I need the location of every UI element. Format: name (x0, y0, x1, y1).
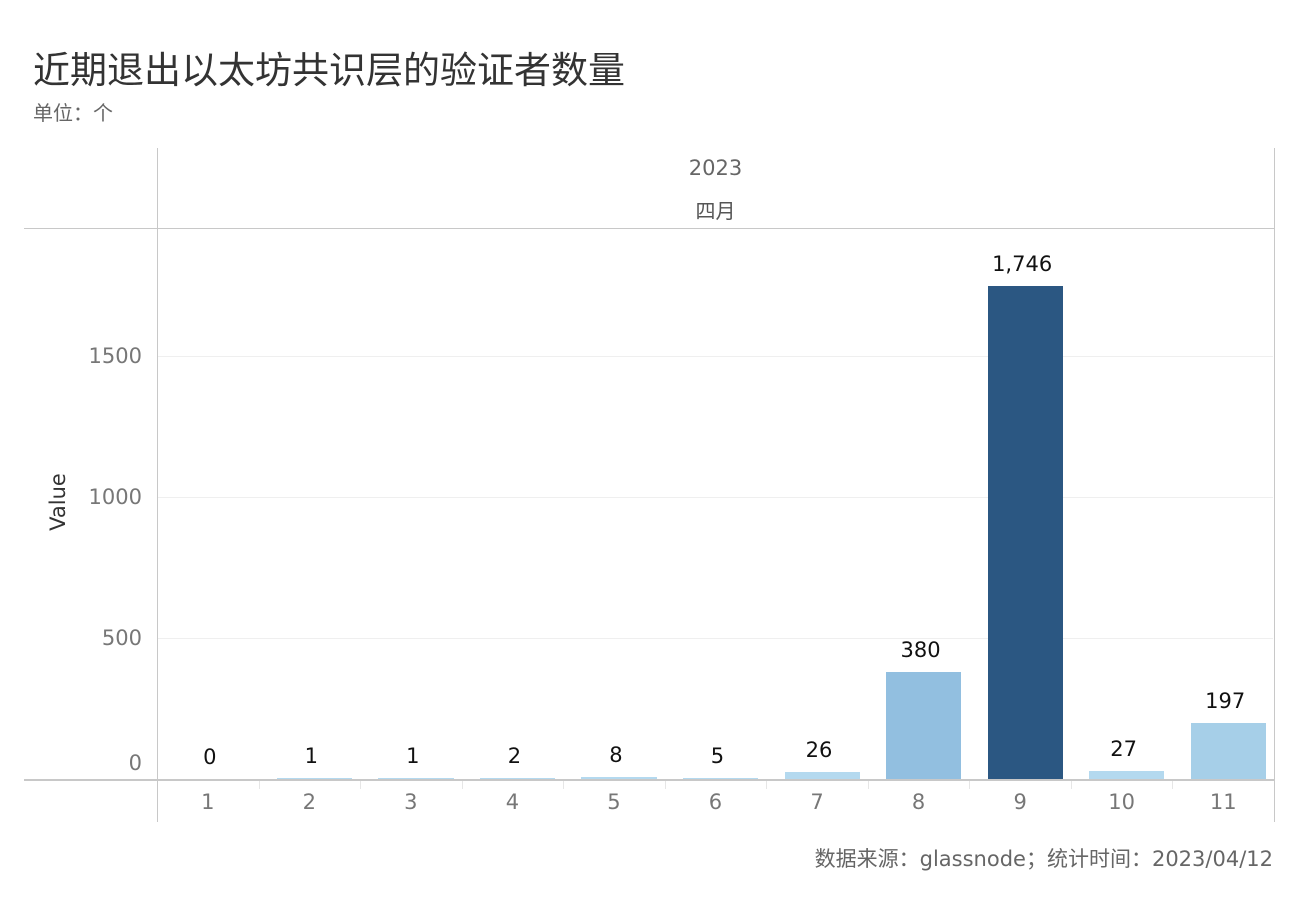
x-tick-label: 9 (1013, 790, 1027, 814)
x-tick-separator (461, 781, 463, 789)
x-tick-label: 4 (505, 790, 520, 814)
x-tick-label: 2 (302, 790, 316, 814)
bar-2[interactable] (276, 777, 352, 779)
x-tick-label: 3 (404, 790, 418, 814)
bar-value-label: 197 (1205, 689, 1246, 714)
column-header-month: 四月 (695, 199, 736, 223)
x-tick-separator (360, 781, 362, 789)
bar-value-label: 2 (507, 743, 522, 768)
x-tick-separator (766, 781, 768, 789)
bar-4[interactable] (479, 777, 556, 779)
x-tick-separator (563, 781, 565, 789)
gridline-1500 (158, 356, 1273, 357)
bar-value-label: 5 (710, 743, 725, 768)
column-header-year: 2023 (688, 156, 743, 180)
x-tick-label: 5 (607, 790, 621, 814)
gridline-1000 (158, 497, 1273, 498)
bar-value-label: 0 (203, 745, 217, 769)
bar-5[interactable] (581, 776, 657, 779)
bar-6[interactable] (683, 777, 759, 779)
x-tick-label: 11 (1209, 790, 1237, 814)
y-tick-1000: 1000 (88, 485, 142, 509)
x-tick-separator (969, 781, 971, 789)
y-tick-500: 500 (101, 626, 142, 650)
y-tick-1500: 1500 (88, 344, 142, 368)
source-footer: 数据来源：glassnode；统计时间：2023/04/12 (814, 847, 1273, 871)
plot-left-axis (157, 228, 158, 822)
x-tick-label: 6 (708, 790, 723, 814)
x-tick-label: 10 (1108, 790, 1136, 814)
plot-right-border (1274, 228, 1275, 822)
chart-subtitle: 单位：个 (33, 101, 113, 125)
bar-value-label: 1 (304, 743, 318, 768)
bar-value-label: 8 (609, 742, 623, 767)
x-tick-separator (664, 781, 666, 789)
bar-7[interactable] (784, 771, 860, 779)
gridline-500 (158, 638, 1273, 639)
bar-value-label: 1,746 (992, 252, 1053, 277)
header-bottom-border (24, 228, 1274, 229)
bar-10[interactable] (1089, 771, 1165, 779)
bar-3[interactable] (378, 777, 454, 779)
bar-8[interactable] (886, 671, 962, 779)
bar-value-label: 27 (1110, 737, 1138, 762)
bar-value-label: 1 (406, 743, 420, 768)
bar-9[interactable] (987, 286, 1063, 779)
y-axis-label: Value (46, 473, 70, 531)
bar-value-label: 26 (805, 737, 833, 762)
x-tick-label: 8 (911, 790, 926, 814)
x-tick-separator (1172, 781, 1174, 789)
header-left-border (157, 148, 158, 228)
x-tick-separator (258, 781, 260, 789)
y-tick-0: 0 (128, 751, 142, 775)
x-tick-label: 1 (201, 790, 215, 814)
chart-title: 近期退出以太坊共识层的验证者数量 (33, 49, 625, 92)
header-right-border (1274, 148, 1275, 228)
x-tick-label: 7 (810, 790, 824, 814)
bar-11[interactable] (1190, 723, 1266, 779)
x-axis-baseline (24, 779, 1274, 781)
bar-value-label: 380 (900, 637, 941, 662)
x-tick-separator (1070, 781, 1072, 789)
x-tick-separator (867, 781, 869, 789)
